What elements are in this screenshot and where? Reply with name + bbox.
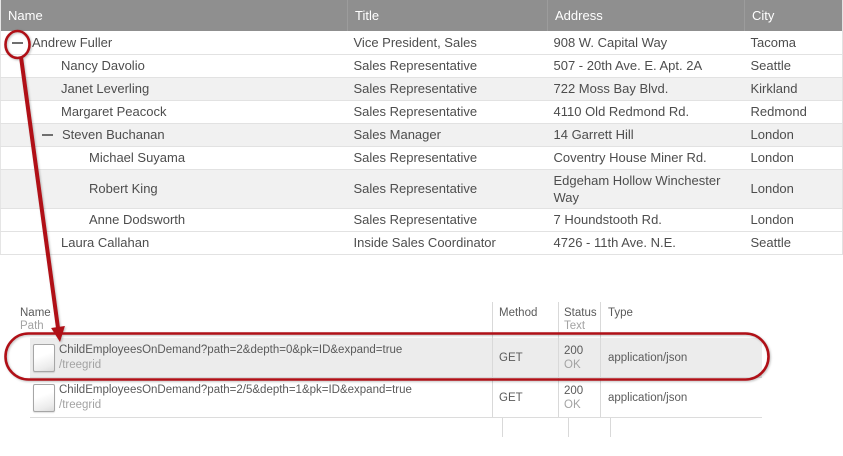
request-path: /treegrid [59,398,102,411]
request-status: 200 OK [558,338,600,377]
employee-city: London [744,123,843,147]
request-url: ChildEmployeesOnDemand?path=2&depth=0&pk… [59,343,403,356]
employee-title: Sales Representative [347,146,548,170]
network-header-path: Path [20,320,44,332]
employee-city: Seattle [744,231,843,255]
employee-title: Inside Sales Coordinator [347,231,548,255]
request-type: application/json [600,338,762,377]
employee-address: 7 Houndstooth Rd. [547,208,745,232]
employee-city: Seattle [744,54,843,78]
employee-name: Laura Callahan [61,235,150,250]
network-header-status: Status Text [558,302,600,338]
employee-title: Sales Manager [347,123,548,147]
request-status: 200 OK [558,378,600,417]
tree-row-steven-buchanan[interactable]: Steven Buchanan Sales Manager 14 Garrett… [0,123,843,147]
employee-city: Tacoma [744,31,843,55]
network-header-name-path: Name Path [20,302,492,338]
column-header-city[interactable]: City [744,0,843,31]
file-icon [33,343,55,372]
employee-name: Anne Dodsworth [89,212,186,227]
employee-address: Edgeham Hollow Winchester Way [547,169,745,209]
employee-city: London [744,169,843,209]
network-spacer-row [30,418,762,437]
employee-title: Vice President, Sales [347,31,548,55]
employee-name: Andrew Fuller [32,34,113,50]
tree-row-laura-callahan[interactable]: Laura Callahan Inside Sales Coordinator … [0,231,843,255]
employee-address: 722 Moss Bay Blvd. [547,77,745,101]
column-header-address[interactable]: Address [547,0,745,31]
treegrid: Name Title Address City Andrew Fuller Vi… [0,0,843,255]
employee-title: Sales Representative [347,208,548,232]
employee-address: Coventry House Miner Rd. [547,146,745,170]
employee-city: London [744,208,843,232]
tree-row-andrew-fuller[interactable]: Andrew Fuller Vice President, Sales 908 … [0,31,843,55]
employee-name: Janet Leverling [61,81,150,96]
tree-row-margaret-peacock[interactable]: Margaret Peacock Sales Representative 41… [0,100,843,124]
employee-name: Michael Suyama [89,150,186,165]
tree-row-nancy-davolio[interactable]: Nancy Davolio Sales Representative 507 -… [0,54,843,78]
request-type: application/json [600,378,762,417]
employee-name: Robert King [89,181,158,196]
employee-name: Steven Buchanan [62,127,165,142]
tree-row-janet-leverling[interactable]: Janet Leverling Sales Representative 722… [0,77,843,101]
employee-city: Kirkland [744,77,843,101]
request-path: /treegrid [59,358,102,371]
employee-title: Sales Representative [347,54,548,78]
employee-address: 14 Garrett Hill [547,123,745,147]
request-url: ChildEmployeesOnDemand?path=2/5&depth=1&… [59,383,412,396]
collapse-icon[interactable] [41,128,54,141]
employee-city: London [744,146,843,170]
request-row-2[interactable]: ChildEmployeesOnDemand?path=2/5&depth=1&… [30,378,762,418]
request-method: GET [492,338,558,377]
employee-title: Sales Representative [347,100,548,124]
employee-address: 908 W. Capital Way [547,31,745,55]
employee-name: Nancy Davolio [61,58,145,73]
request-row-1[interactable]: ChildEmployeesOnDemand?path=2&depth=0&pk… [30,338,762,378]
employee-address: 4110 Old Redmond Rd. [547,100,745,124]
employee-city: Redmond [744,100,843,124]
column-header-name[interactable]: Name [0,0,348,31]
network-request-panel: Name Path Method Status Text Type ChildE… [20,302,762,437]
tree-row-michael-suyama[interactable]: Michael Suyama Sales Representative Cove… [0,146,843,170]
file-icon [33,383,55,412]
network-header-name: Name [20,307,51,319]
tree-row-anne-dodsworth[interactable]: Anne Dodsworth Sales Representative 7 Ho… [0,208,843,232]
network-header-type: Type [600,302,762,338]
treegrid-header-row: Name Title Address City [0,0,843,31]
column-header-title[interactable]: Title [347,0,548,31]
employee-address: 507 - 20th Ave. E. Apt. 2A [547,54,745,78]
tree-row-robert-king[interactable]: Robert King Sales Representative Edgeham… [0,169,843,209]
employee-title: Sales Representative [347,77,548,101]
network-header-method: Method [492,302,558,338]
employee-title: Sales Representative [347,169,548,209]
employee-name: Margaret Peacock [61,104,167,119]
employee-address: 4726 - 11th Ave. N.E. [547,231,745,255]
network-header-row: Name Path Method Status Text Type [20,302,762,338]
request-method: GET [492,378,558,417]
collapse-icon[interactable] [11,36,24,49]
